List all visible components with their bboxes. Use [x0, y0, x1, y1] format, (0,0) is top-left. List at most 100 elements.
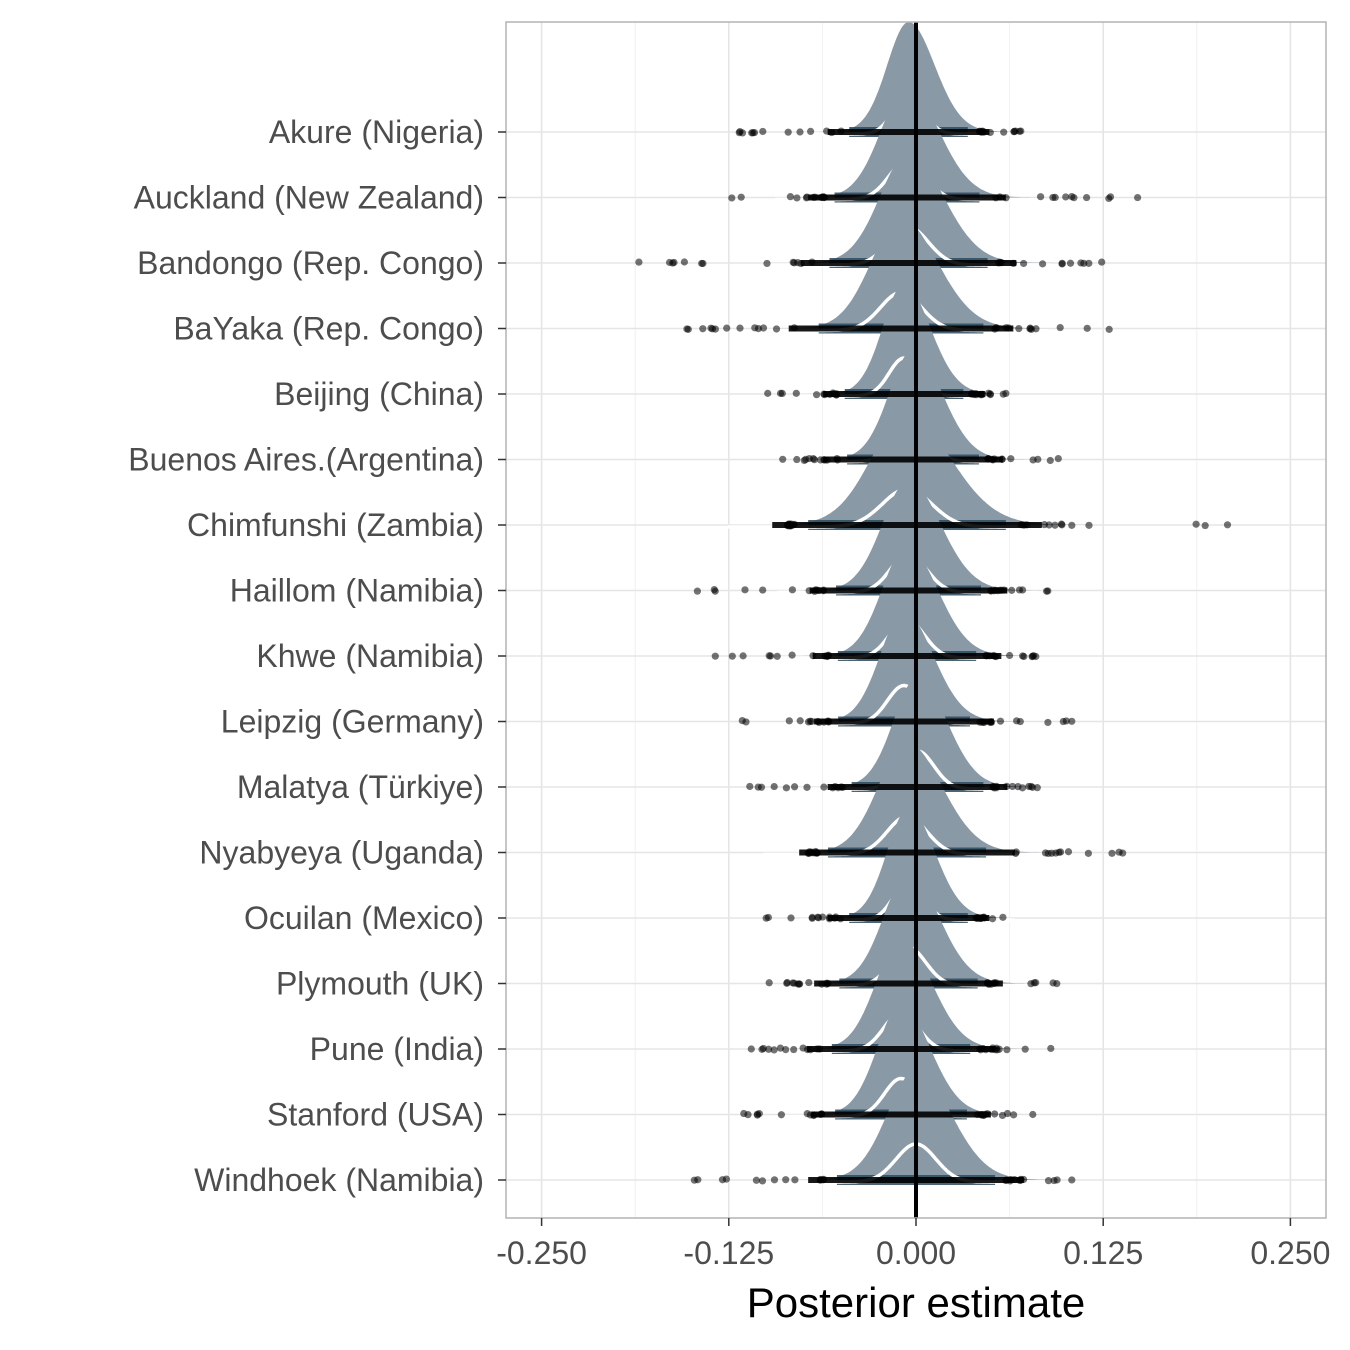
- sample-point: [810, 456, 819, 464]
- x-tick-label: -0.125: [683, 1235, 774, 1271]
- sample-point: [989, 456, 997, 464]
- sample-point: [1192, 520, 1200, 528]
- sample-point: [1003, 782, 1011, 790]
- density-ridge: [739, 22, 1021, 133]
- sample-point: [821, 193, 829, 201]
- sample-point: [718, 1176, 727, 1184]
- sample-point: [812, 847, 820, 856]
- density-ridge: [743, 1004, 1033, 1115]
- sample-point: [820, 783, 828, 791]
- sample-point: [813, 1045, 821, 1053]
- sample-point: [978, 1111, 986, 1119]
- sample-point: [764, 389, 772, 397]
- sample-point: [792, 389, 800, 397]
- sample-point: [784, 128, 792, 136]
- sample-point: [1026, 325, 1034, 333]
- sample-point: [814, 717, 822, 726]
- y-tick-label: Auckland (New Zealand): [134, 180, 484, 216]
- sample-point: [1077, 259, 1085, 267]
- sample-point: [1043, 587, 1051, 595]
- sample-point: [764, 913, 773, 922]
- sample-point: [1020, 652, 1028, 661]
- sample-point: [741, 586, 749, 594]
- sample-point: [739, 652, 747, 660]
- sample-point: [737, 193, 745, 201]
- sample-point: [693, 587, 702, 595]
- sample-point: [759, 586, 767, 594]
- sample-point: [1046, 456, 1054, 465]
- density-ridge: [694, 1070, 1072, 1180]
- sample-point: [983, 652, 991, 660]
- sample-point: [823, 127, 831, 135]
- x-axis-title: Posterior estimate: [747, 1279, 1085, 1326]
- sample-point: [986, 718, 994, 726]
- sample-point: [820, 390, 828, 398]
- sample-point: [796, 717, 804, 725]
- sample-point: [1108, 849, 1116, 857]
- y-axis-labels: Akure (Nigeria) Auckland (New Zealand) Ban…: [128, 114, 506, 1198]
- sample-point: [728, 194, 736, 202]
- sample-point: [796, 128, 804, 136]
- sample-point: [979, 913, 987, 921]
- y-tick-label: Akure (Nigeria): [269, 114, 484, 150]
- sample-point: [996, 193, 1004, 201]
- sample-point: [837, 127, 845, 135]
- y-tick-label: Stanford (USA): [267, 1097, 484, 1133]
- sample-point: [803, 1045, 812, 1054]
- x-tick-label: 0.000: [876, 1235, 956, 1271]
- sample-point: [782, 784, 791, 792]
- sample-point: [1068, 1176, 1076, 1184]
- sample-point: [809, 652, 817, 660]
- sample-point: [1058, 259, 1066, 267]
- sample-point: [746, 782, 754, 791]
- density-ridge: [769, 873, 1057, 984]
- sample-band: [799, 849, 1015, 856]
- sample-point: [824, 651, 833, 659]
- sample-point: [1223, 521, 1232, 529]
- density-ridge: [697, 480, 1048, 591]
- sample-point: [765, 979, 773, 987]
- sample-point: [1062, 193, 1070, 201]
- sample-point: [1083, 324, 1091, 332]
- sample-point: [684, 325, 692, 333]
- sample-point: [1085, 259, 1093, 267]
- sample-point: [711, 325, 720, 333]
- sample-point: [1051, 521, 1059, 529]
- sample-point: [782, 1046, 790, 1054]
- sample-point: [785, 717, 793, 725]
- y-tick-label: Pune (India): [310, 1031, 484, 1067]
- sample-point: [777, 1111, 786, 1119]
- y-tick-label: Beijing (China): [274, 376, 484, 412]
- sample-point: [698, 259, 706, 268]
- sample-point: [986, 128, 994, 137]
- sample-point: [1012, 849, 1020, 857]
- sample-point: [807, 127, 815, 135]
- sample-point: [1003, 1046, 1011, 1054]
- density-ridge: [787, 415, 1228, 525]
- sample-point: [996, 717, 1005, 725]
- sample-point: [1054, 455, 1062, 463]
- sample-band: [823, 391, 985, 397]
- sample-point: [989, 915, 997, 923]
- sample-point: [1134, 193, 1142, 202]
- sample-point: [787, 914, 795, 922]
- sample-point: [1027, 782, 1035, 791]
- sample-point: [996, 586, 1004, 594]
- sample-point: [763, 259, 771, 268]
- sample-point: [1062, 717, 1070, 725]
- y-tick-label: Ocuilan (Mexico): [244, 900, 484, 936]
- sample-point: [979, 390, 987, 398]
- sample-point: [1020, 259, 1028, 268]
- sample-point: [802, 194, 811, 202]
- sample-point: [1029, 1110, 1037, 1119]
- sample-band: [811, 1111, 991, 1118]
- sample-point: [742, 718, 750, 726]
- sample-point: [786, 193, 795, 201]
- density-ridge: [638, 153, 1102, 263]
- sample-point: [805, 587, 813, 595]
- sample-point: [772, 325, 781, 333]
- sample-point: [829, 784, 837, 792]
- sample-point: [808, 258, 816, 266]
- sample-point: [770, 782, 778, 791]
- sample-point: [998, 1111, 1007, 1120]
